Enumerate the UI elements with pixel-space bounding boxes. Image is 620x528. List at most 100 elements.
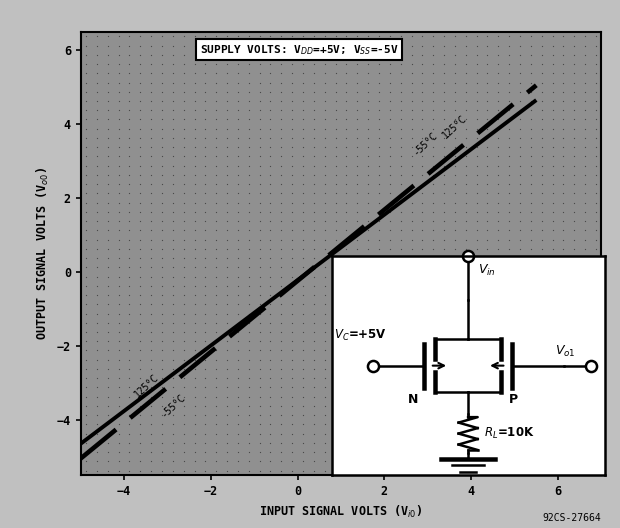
Point	[233, 374, 243, 382]
Point	[81, 272, 91, 281]
Point	[559, 263, 569, 271]
Point	[537, 318, 547, 327]
Point	[461, 263, 471, 271]
Point	[526, 180, 536, 188]
Point	[222, 88, 232, 96]
Point	[211, 281, 221, 290]
Point	[439, 189, 449, 197]
Point	[537, 180, 547, 188]
Point	[428, 281, 438, 290]
Point	[103, 402, 113, 410]
Point	[222, 346, 232, 355]
Point	[113, 180, 123, 188]
Point	[461, 448, 471, 456]
Point	[146, 171, 156, 179]
Point	[461, 318, 471, 327]
Point	[157, 171, 167, 179]
Point	[363, 69, 373, 78]
Point	[330, 365, 340, 373]
Point	[580, 235, 590, 244]
Point	[407, 355, 417, 364]
Point	[407, 420, 417, 429]
Point	[396, 420, 405, 429]
Point	[222, 374, 232, 382]
Point	[374, 78, 384, 87]
Point	[352, 41, 362, 50]
Point	[559, 309, 569, 318]
Point	[81, 365, 91, 373]
Point	[547, 143, 557, 152]
Point	[244, 217, 254, 225]
Point	[417, 439, 427, 447]
Point	[472, 346, 482, 355]
Point	[559, 217, 569, 225]
Point	[450, 420, 460, 429]
Point	[168, 208, 178, 216]
Point	[450, 309, 460, 318]
Point	[417, 374, 427, 382]
Point	[374, 439, 384, 447]
Point	[211, 199, 221, 207]
Point	[135, 402, 145, 410]
Point	[504, 217, 514, 225]
Point	[385, 244, 395, 253]
Point	[330, 235, 340, 244]
Point	[233, 355, 243, 364]
Point	[244, 328, 254, 336]
Point	[559, 374, 569, 382]
Point	[374, 244, 384, 253]
Point	[265, 226, 275, 234]
Point	[515, 88, 525, 96]
Point	[190, 244, 200, 253]
Point	[385, 41, 395, 50]
Point	[526, 171, 536, 179]
Point	[591, 291, 601, 299]
Point	[146, 439, 156, 447]
Point	[222, 244, 232, 253]
Point	[125, 78, 135, 87]
Point	[190, 60, 200, 68]
Point	[92, 281, 102, 290]
Point	[547, 32, 557, 41]
Point	[81, 51, 91, 59]
Point	[417, 143, 427, 152]
Point	[569, 51, 579, 59]
Point	[103, 115, 113, 124]
Point	[342, 420, 352, 429]
Point	[407, 189, 417, 197]
Point	[255, 420, 265, 429]
Point	[504, 115, 514, 124]
Point	[537, 328, 547, 336]
Point	[330, 60, 340, 68]
Point	[222, 97, 232, 105]
Point	[330, 466, 340, 475]
Point	[461, 41, 471, 50]
Point	[515, 328, 525, 336]
Point	[309, 235, 319, 244]
Point	[569, 466, 579, 475]
Point	[103, 235, 113, 244]
Point	[515, 429, 525, 438]
Point	[135, 60, 145, 68]
Point	[352, 411, 362, 419]
Point	[363, 383, 373, 392]
Point	[515, 125, 525, 133]
Point	[537, 263, 547, 271]
Point	[580, 318, 590, 327]
Point	[385, 180, 395, 188]
Point	[211, 32, 221, 41]
Point	[342, 41, 352, 50]
Point	[265, 328, 275, 336]
Point	[374, 263, 384, 271]
Point	[482, 152, 492, 161]
Point	[330, 272, 340, 281]
Point	[352, 439, 362, 447]
Point	[407, 318, 417, 327]
Point	[233, 152, 243, 161]
Point	[482, 466, 492, 475]
Point	[146, 217, 156, 225]
Point	[439, 217, 449, 225]
Point	[439, 374, 449, 382]
Point	[113, 217, 123, 225]
Point	[363, 254, 373, 262]
